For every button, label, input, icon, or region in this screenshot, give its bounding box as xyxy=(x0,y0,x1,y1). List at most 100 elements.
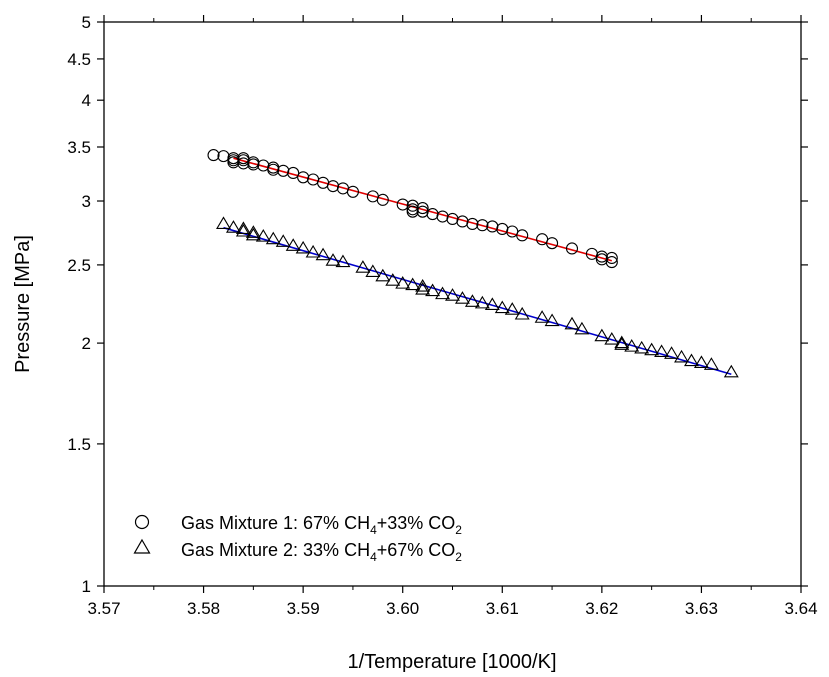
series-2-point-31 xyxy=(504,302,520,315)
series-1-point-34 xyxy=(476,219,489,232)
series-2-point-35 xyxy=(564,316,580,330)
y-tick-label-6: 4 xyxy=(82,91,91,110)
series-2-point-50 xyxy=(723,364,739,378)
legend-triangle-marker xyxy=(133,538,151,554)
series-2-point-38 xyxy=(604,332,620,345)
series-2-point-48 xyxy=(693,355,709,368)
x-tick-label-3: 3.60 xyxy=(386,599,419,618)
series-1-point-35 xyxy=(486,220,499,233)
series-1-point-38 xyxy=(516,229,529,242)
series-2-point-24 xyxy=(435,286,451,300)
series-2-point-26 xyxy=(454,291,470,304)
series-2-point-47 xyxy=(684,353,699,367)
y-tick-label-7: 4.5 xyxy=(67,50,91,69)
series-1-point-23 xyxy=(396,198,409,211)
series-2-point-13 xyxy=(325,253,341,266)
series-2-point-1 xyxy=(225,220,241,233)
series-2-point-5 xyxy=(245,227,261,241)
series-2-point-23 xyxy=(425,283,441,297)
x-tick-label-5: 3.62 xyxy=(585,599,618,618)
series-1-point-39 xyxy=(536,233,549,246)
series-1-point-37 xyxy=(506,225,519,238)
series-2-point-42 xyxy=(634,340,650,354)
fit-line-series-1 xyxy=(233,157,613,262)
series-2-point-22 xyxy=(415,281,431,295)
x-tick-label-4: 3.61 xyxy=(486,599,519,618)
series-1-point-6 xyxy=(237,154,250,167)
data-points xyxy=(207,149,739,378)
series-2-point-36 xyxy=(574,321,590,335)
series-2-point-40 xyxy=(614,337,630,350)
series-2-point-21 xyxy=(415,279,431,292)
series-2-point-20 xyxy=(405,277,421,291)
plot-frame xyxy=(103,21,802,587)
series-1-point-13 xyxy=(277,164,290,177)
series-2-point-17 xyxy=(375,268,391,282)
legend-label-mixture-1: Gas Mixture 1: 67% CH4+33% CO2 xyxy=(181,513,462,537)
series-1-point-20 xyxy=(346,185,359,198)
series-2-point-3 xyxy=(235,223,251,237)
series-2-point-4 xyxy=(245,225,261,238)
series-2-point-45 xyxy=(664,346,680,359)
x-axis-title: 1/Temperature [1000/K] xyxy=(347,651,556,673)
series-2-point-12 xyxy=(315,247,331,261)
y-tick-label-2: 2 xyxy=(82,334,91,353)
axis-ticks xyxy=(97,15,808,593)
series-2-point-30 xyxy=(494,300,510,314)
series-1-point-43 xyxy=(595,250,608,263)
y-tick-label-3: 2.5 xyxy=(67,256,91,275)
x-tick-label-2: 3.59 xyxy=(287,599,320,618)
series-1-point-45 xyxy=(605,251,618,265)
y-axis-title: Pressure [MPa] xyxy=(12,235,34,373)
series-2-point-2 xyxy=(235,221,251,235)
series-1-point-46 xyxy=(605,256,618,269)
series-2-point-9 xyxy=(285,238,301,251)
series-1-point-4 xyxy=(227,156,240,169)
series-2-point-7 xyxy=(265,231,281,245)
series-1-point-10 xyxy=(257,159,270,172)
x-tick-label-1: 3.58 xyxy=(187,599,220,618)
series-1-point-33 xyxy=(466,217,479,230)
series-2-point-32 xyxy=(514,306,530,320)
series-2-point-27 xyxy=(464,294,480,307)
series-2-point-49 xyxy=(703,357,719,370)
series-2-point-44 xyxy=(654,344,670,358)
series-2-point-16 xyxy=(365,264,381,278)
series-2-point-19 xyxy=(395,276,411,289)
series-2-point-33 xyxy=(534,310,550,323)
series-1-point-1 xyxy=(217,150,230,163)
series-2-point-29 xyxy=(484,297,500,311)
y-tick-label-1: 1.5 xyxy=(67,435,91,454)
series-2-point-8 xyxy=(275,234,291,247)
series-2-point-37 xyxy=(594,328,610,342)
series-1-point-7 xyxy=(237,157,250,170)
series-1-point-40 xyxy=(546,237,559,250)
y-tick-label-8: 5 xyxy=(82,13,91,32)
series-1-point-0 xyxy=(207,149,220,162)
series-2-point-41 xyxy=(624,339,640,352)
series-1-point-41 xyxy=(565,242,579,255)
series-2-point-10 xyxy=(295,240,311,254)
y-tick-label-5: 3.5 xyxy=(67,138,91,157)
series-1-point-14 xyxy=(287,166,300,180)
series-2-point-46 xyxy=(674,349,689,363)
series-1-point-29 xyxy=(426,208,439,221)
series-1-point-22 xyxy=(376,193,389,206)
legend: Gas Mixture 1: 67% CH4+33% CO2 Gas Mixtu… xyxy=(133,513,462,564)
series-1-point-36 xyxy=(496,222,509,236)
series-2-point-0 xyxy=(216,216,231,229)
series-1-point-12 xyxy=(267,163,280,176)
legend-circle-marker xyxy=(134,514,150,530)
series-2-point-39 xyxy=(614,335,630,349)
series-1-point-27 xyxy=(416,202,429,215)
series-2-point-6 xyxy=(255,229,271,242)
y-tick-label-4: 3 xyxy=(82,192,91,211)
series-2-point-34 xyxy=(544,313,560,327)
tick-labels: 3.57 3.58 3.59 3.60 3.61 3.62 3.63 3.64 1 1.5 2 2.5… xyxy=(67,13,817,618)
x-tick-label-7: 3.64 xyxy=(784,599,817,618)
fit-lines xyxy=(223,157,732,375)
legend-label-mixture-2: Gas Mixture 2: 33% CH4+67% CO2 xyxy=(181,540,462,564)
x-tick-label-6: 3.63 xyxy=(685,599,718,618)
x-tick-label-0: 3.57 xyxy=(87,599,120,618)
